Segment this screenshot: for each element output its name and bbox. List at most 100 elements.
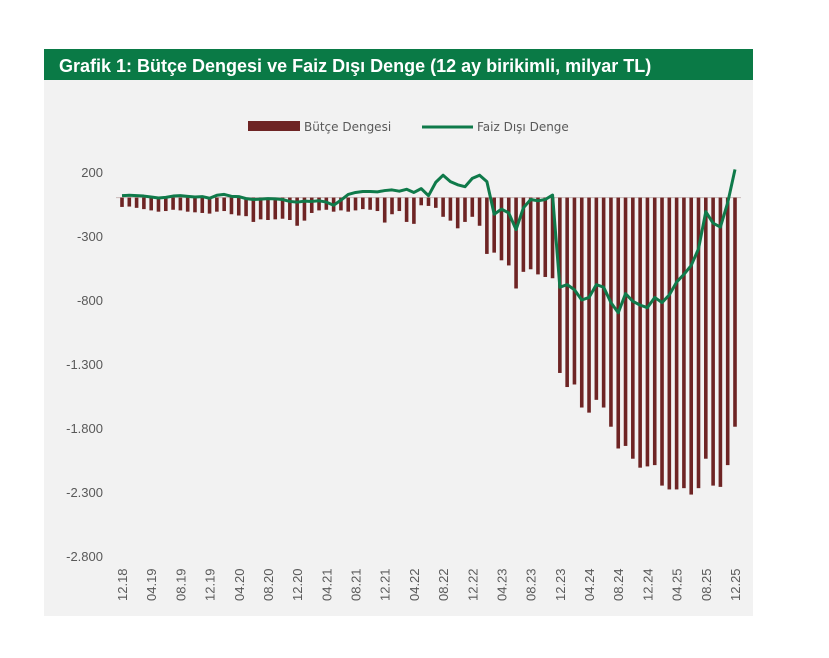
y-tick-label: -1.800 bbox=[66, 421, 103, 436]
legend-swatch-budget bbox=[248, 121, 300, 131]
bar bbox=[426, 197, 431, 206]
bar bbox=[309, 197, 314, 213]
bar bbox=[193, 197, 197, 213]
bar bbox=[638, 197, 642, 468]
bar bbox=[514, 197, 518, 289]
bar bbox=[178, 197, 183, 211]
bar bbox=[317, 197, 321, 211]
x-tick-label: 04.20 bbox=[232, 568, 247, 601]
bar bbox=[244, 197, 248, 217]
chart-title: Grafik 1: Bütçe Dengesi ve Faiz Dışı Den… bbox=[59, 56, 652, 76]
bar bbox=[506, 197, 511, 266]
bar bbox=[280, 197, 285, 219]
bar bbox=[550, 197, 555, 279]
bar bbox=[587, 197, 591, 413]
bar bbox=[200, 197, 205, 213]
bar bbox=[266, 197, 270, 220]
x-tick-label: 12.25 bbox=[728, 568, 743, 601]
bar bbox=[660, 197, 664, 486]
bar bbox=[682, 197, 686, 489]
bar bbox=[397, 197, 402, 212]
bar bbox=[601, 197, 606, 408]
y-tick-label: -300 bbox=[77, 229, 103, 244]
x-tick-label: 04.25 bbox=[670, 568, 685, 601]
x-tick-label: 08.21 bbox=[349, 568, 364, 601]
bar bbox=[404, 197, 409, 222]
x-tick-label: 08.19 bbox=[173, 568, 188, 601]
bar bbox=[704, 197, 708, 459]
bar bbox=[477, 197, 482, 226]
bar bbox=[302, 197, 307, 221]
x-tick-label: 04.19 bbox=[144, 568, 159, 601]
bar bbox=[696, 197, 701, 489]
bar bbox=[120, 197, 124, 207]
legend-label-budget: Bütçe Dengesi bbox=[304, 120, 391, 134]
x-tick-label: 08.25 bbox=[699, 568, 714, 601]
bar-series bbox=[120, 197, 737, 495]
bar bbox=[346, 197, 351, 212]
legend: Bütçe Dengesi Faiz Dışı Denge bbox=[248, 120, 569, 134]
bar bbox=[185, 197, 190, 212]
bar bbox=[725, 197, 730, 466]
bar bbox=[236, 197, 241, 216]
bar bbox=[222, 197, 226, 212]
bar bbox=[463, 197, 467, 222]
legend-label-primary: Faiz Dışı Denge bbox=[477, 120, 569, 134]
bar bbox=[156, 197, 161, 212]
x-tick-label: 12.20 bbox=[290, 568, 305, 601]
y-axis: 200 -300 -800 -1.300 -1.800 -2.300 -2.800 bbox=[66, 165, 741, 564]
x-tick-label: 04.22 bbox=[407, 568, 422, 601]
bar bbox=[134, 197, 139, 208]
bar bbox=[215, 197, 219, 212]
x-tick-label: 04.21 bbox=[319, 568, 334, 601]
bar bbox=[609, 197, 613, 427]
bar bbox=[353, 197, 358, 211]
bar bbox=[536, 197, 540, 275]
x-tick-label: 08.24 bbox=[611, 568, 626, 601]
bar bbox=[382, 197, 387, 223]
bar bbox=[645, 197, 650, 467]
y-tick-label: -1.300 bbox=[66, 357, 103, 372]
bar bbox=[127, 197, 132, 207]
bar bbox=[251, 197, 256, 222]
x-tick-label: 08.22 bbox=[436, 568, 451, 601]
x-tick-label: 04.24 bbox=[582, 568, 597, 601]
bar bbox=[295, 197, 299, 226]
bar bbox=[689, 197, 694, 495]
bar bbox=[674, 197, 679, 490]
y-tick-label: -2.800 bbox=[66, 549, 103, 564]
bar bbox=[565, 197, 569, 388]
bar bbox=[171, 197, 175, 210]
bar bbox=[390, 197, 394, 215]
x-tick-label: 12.18 bbox=[115, 568, 130, 601]
bar bbox=[711, 197, 715, 486]
x-tick-label: 04.23 bbox=[494, 568, 509, 601]
bar bbox=[528, 197, 533, 270]
bar bbox=[652, 197, 657, 466]
bar bbox=[339, 197, 343, 211]
bar bbox=[485, 197, 489, 254]
bar bbox=[412, 197, 416, 224]
y-tick-label: 200 bbox=[81, 165, 103, 180]
x-tick-label: 12.22 bbox=[465, 568, 480, 601]
bar bbox=[543, 197, 548, 277]
bar bbox=[419, 197, 423, 206]
bar bbox=[455, 197, 460, 229]
bar bbox=[434, 197, 438, 208]
bar bbox=[492, 197, 496, 253]
x-tick-label: 08.20 bbox=[261, 568, 276, 601]
bar bbox=[521, 197, 526, 272]
bar bbox=[441, 197, 445, 217]
bar bbox=[229, 197, 234, 215]
line-series bbox=[121, 169, 737, 315]
bar bbox=[273, 197, 278, 220]
y-tick-label: -2.300 bbox=[66, 485, 103, 500]
bar bbox=[623, 197, 628, 446]
bar bbox=[594, 197, 599, 400]
bar bbox=[631, 197, 635, 459]
bar bbox=[470, 197, 475, 217]
bar bbox=[499, 197, 504, 261]
bar bbox=[163, 197, 168, 212]
bar bbox=[368, 197, 372, 210]
